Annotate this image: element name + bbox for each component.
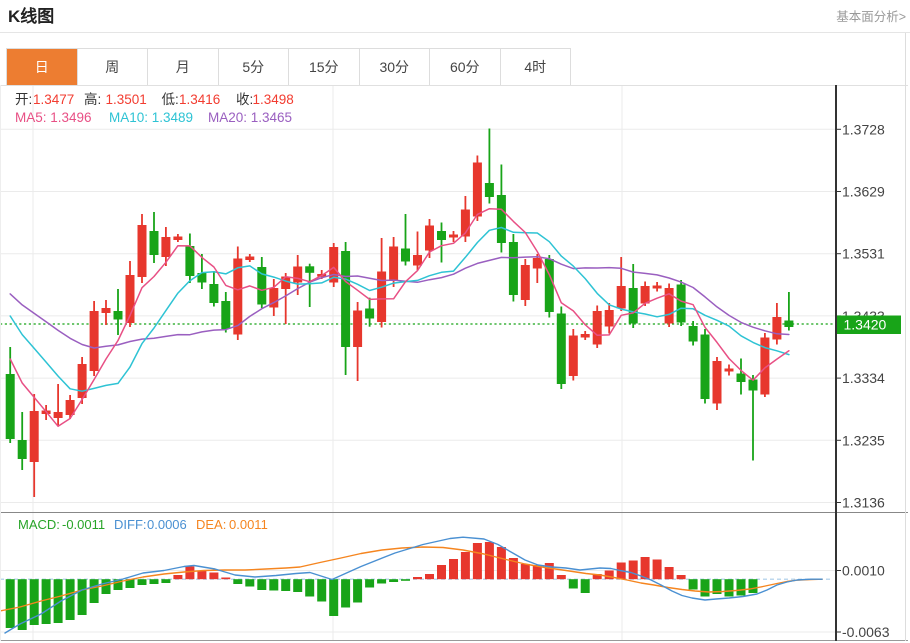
svg-text:0.0006: 0.0006 <box>147 517 187 532</box>
svg-text:MACD:: MACD: <box>18 517 60 532</box>
svg-text:0.0011: 0.0011 <box>229 517 268 532</box>
svg-text:1.3531: 1.3531 <box>842 246 885 262</box>
svg-text:1.3334: 1.3334 <box>842 370 885 386</box>
svg-text:1.3416: 1.3416 <box>179 92 220 107</box>
svg-text:1.3501: 1.3501 <box>106 92 147 107</box>
svg-text:-0.0063: -0.0063 <box>842 624 890 640</box>
svg-text:1.3420: 1.3420 <box>844 317 887 333</box>
svg-text:收:: 收: <box>236 92 253 107</box>
svg-text:1.3477: 1.3477 <box>33 92 74 107</box>
svg-text:0.0010: 0.0010 <box>842 563 885 579</box>
svg-text:1.3136: 1.3136 <box>842 495 885 511</box>
svg-text:低:: 低: <box>162 92 179 107</box>
svg-text:1.3498: 1.3498 <box>253 92 294 107</box>
svg-text:DEA:: DEA: <box>196 517 226 532</box>
svg-text:MA20: 1.3465: MA20: 1.3465 <box>208 110 292 125</box>
svg-text:MA5: 1.3496: MA5: 1.3496 <box>15 110 92 125</box>
svg-text:高:: 高: <box>84 91 101 107</box>
svg-text:1.3235: 1.3235 <box>842 432 885 448</box>
svg-text:1.3728: 1.3728 <box>842 121 885 137</box>
svg-text:1.3629: 1.3629 <box>842 184 885 200</box>
svg-text:开:: 开: <box>15 92 32 107</box>
svg-text:MA10: 1.3489: MA10: 1.3489 <box>109 110 193 125</box>
svg-text:-0.0011: -0.0011 <box>62 517 105 532</box>
svg-text:DIFF:: DIFF: <box>114 517 147 532</box>
